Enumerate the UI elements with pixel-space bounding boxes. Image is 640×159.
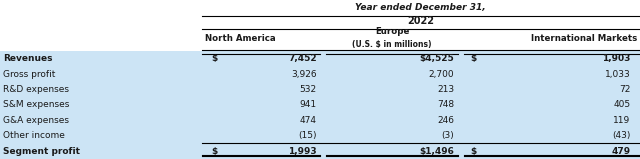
Text: $: $ [470, 147, 477, 156]
Text: G&A expenses: G&A expenses [3, 116, 69, 125]
Text: 7,452: 7,452 [288, 54, 317, 63]
Text: 405: 405 [613, 100, 630, 109]
Text: 119: 119 [613, 116, 630, 125]
Text: S&M expenses: S&M expenses [3, 100, 70, 109]
Text: (15): (15) [298, 131, 317, 140]
Text: Revenues: Revenues [3, 54, 52, 63]
Text: 474: 474 [300, 116, 317, 125]
Text: Europe: Europe [375, 27, 409, 36]
Text: Other income: Other income [3, 131, 65, 140]
Text: 532: 532 [300, 85, 317, 94]
Text: 2022: 2022 [407, 16, 435, 26]
Text: (3): (3) [442, 131, 454, 140]
Text: $: $ [470, 54, 477, 63]
Text: 1,993: 1,993 [288, 147, 317, 156]
Text: Year ended December 31,: Year ended December 31, [355, 3, 486, 12]
Text: $1,496: $1,496 [420, 147, 454, 156]
Text: North America: North America [205, 34, 275, 43]
Text: 2,700: 2,700 [429, 69, 454, 79]
Text: 213: 213 [437, 85, 454, 94]
Text: (U.S. $ in millions): (U.S. $ in millions) [352, 40, 432, 49]
Bar [0, 113, 640, 128]
Text: (43): (43) [612, 131, 630, 140]
Text: 246: 246 [437, 116, 454, 125]
Text: 1,033: 1,033 [605, 69, 630, 79]
Text: 72: 72 [619, 85, 630, 94]
Text: 3,926: 3,926 [291, 69, 317, 79]
Text: $: $ [211, 147, 218, 156]
Bar [0, 51, 640, 66]
Bar [0, 66, 640, 82]
Text: $: $ [211, 54, 218, 63]
Bar [0, 82, 640, 97]
Text: 941: 941 [300, 100, 317, 109]
Bar [0, 144, 640, 159]
Text: 479: 479 [611, 147, 630, 156]
Text: 748: 748 [437, 100, 454, 109]
Bar [0, 128, 640, 144]
Text: R&D expenses: R&D expenses [3, 85, 69, 94]
Text: International Markets: International Markets [531, 34, 637, 43]
Text: 1,903: 1,903 [602, 54, 630, 63]
Text: Gross profit: Gross profit [3, 69, 56, 79]
Text: $4,525: $4,525 [420, 54, 454, 63]
Text: Segment profit: Segment profit [3, 147, 80, 156]
Bar [0, 97, 640, 113]
